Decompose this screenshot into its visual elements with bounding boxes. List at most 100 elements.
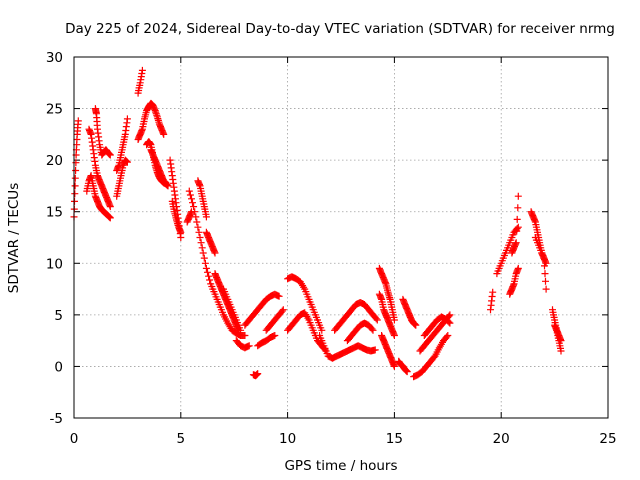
data-point [541, 270, 549, 278]
axis-ticks [73, 56, 609, 419]
data-point [369, 326, 377, 334]
data-point [542, 285, 550, 293]
data-point [489, 288, 497, 296]
x-tick-label: 5 [177, 431, 186, 447]
data-point [160, 130, 168, 138]
data-point [446, 319, 454, 327]
data-point [446, 311, 454, 319]
y-tick-label: 5 [54, 308, 63, 324]
data-point [106, 203, 114, 211]
data-point [211, 249, 219, 257]
data-point [202, 264, 210, 272]
data-point [138, 66, 146, 74]
y-axis-label: SDTVAR / TECUs [6, 183, 22, 293]
data-point [196, 234, 204, 241]
data-point [189, 199, 196, 207]
y-tick-label: 10 [46, 256, 63, 272]
data-point [89, 146, 97, 154]
y-tick-label: -5 [50, 411, 63, 427]
data-point [237, 326, 245, 334]
data-point [390, 332, 398, 339]
data-point [245, 342, 253, 350]
data-point [206, 276, 214, 284]
x-tick-label: 0 [70, 431, 79, 447]
data-point [279, 306, 287, 314]
data-point [531, 217, 539, 225]
data-point [412, 321, 420, 329]
data-point [541, 262, 548, 270]
data-point [557, 337, 565, 345]
data-point [205, 272, 213, 280]
data-point [513, 215, 521, 223]
x-axis-label: GPS time / hours [284, 458, 397, 474]
data-point [371, 346, 379, 354]
data-point [199, 249, 207, 257]
data-point [241, 332, 249, 339]
data-point [188, 195, 195, 203]
y-tick-label: 15 [46, 205, 63, 221]
data-point [514, 204, 522, 212]
data-point [540, 254, 548, 262]
data-point [512, 239, 520, 247]
y-tick-label: 25 [46, 102, 63, 118]
data-point [177, 228, 185, 236]
data-points [70, 66, 565, 381]
data-point [318, 326, 326, 334]
data-point [514, 264, 522, 272]
data-point [514, 192, 522, 200]
data-point [390, 362, 398, 370]
grid-lines [74, 57, 608, 418]
data-point [198, 244, 206, 252]
data-point [275, 292, 283, 300]
data-point [190, 203, 198, 211]
data-point [71, 190, 79, 198]
y-tick-label: 0 [54, 359, 63, 375]
data-point [514, 223, 522, 231]
data-point [201, 259, 209, 267]
data-point [368, 325, 376, 333]
data-point [194, 223, 202, 231]
data-point [513, 227, 521, 235]
data-point [71, 174, 79, 182]
data-point [71, 182, 79, 190]
data-point [197, 239, 205, 247]
x-tick-label: 25 [599, 431, 616, 447]
data-point [444, 332, 452, 339]
data-point [200, 254, 208, 262]
data-point [202, 213, 210, 221]
data-point [106, 151, 114, 159]
data-point [254, 370, 262, 378]
data-point [204, 268, 211, 276]
data-point [278, 307, 286, 315]
data-point [193, 218, 201, 226]
data-point [557, 347, 565, 355]
plot-frame [73, 56, 609, 419]
y-tick-label: 20 [46, 153, 63, 169]
data-point [512, 240, 520, 248]
data-point [123, 158, 131, 166]
data-point [185, 187, 193, 195]
chart-title: Day 225 of 2024, Sidereal Day-to-day VTE… [65, 21, 615, 37]
data-point [191, 208, 199, 216]
data-point [443, 333, 451, 341]
data-point [192, 213, 200, 221]
data-point [445, 318, 453, 326]
data-point [542, 277, 549, 285]
x-tick-label: 20 [493, 431, 510, 447]
x-tick-label: 10 [279, 431, 296, 447]
data-point [162, 179, 170, 187]
data-point [373, 316, 381, 324]
data-point [123, 115, 131, 123]
x-tick-labels: 0 5 10 15 20 25 [70, 431, 617, 447]
data-point [271, 332, 279, 339]
data-point [403, 368, 411, 376]
data-point [106, 214, 114, 222]
y-tick-labels: -5 0 5 10 15 20 25 30 [46, 50, 63, 427]
data-point [372, 315, 380, 323]
data-point [390, 316, 398, 324]
data-point [74, 117, 82, 125]
data-point [195, 228, 203, 236]
x-tick-label: 15 [386, 431, 403, 447]
data-point [186, 191, 194, 199]
